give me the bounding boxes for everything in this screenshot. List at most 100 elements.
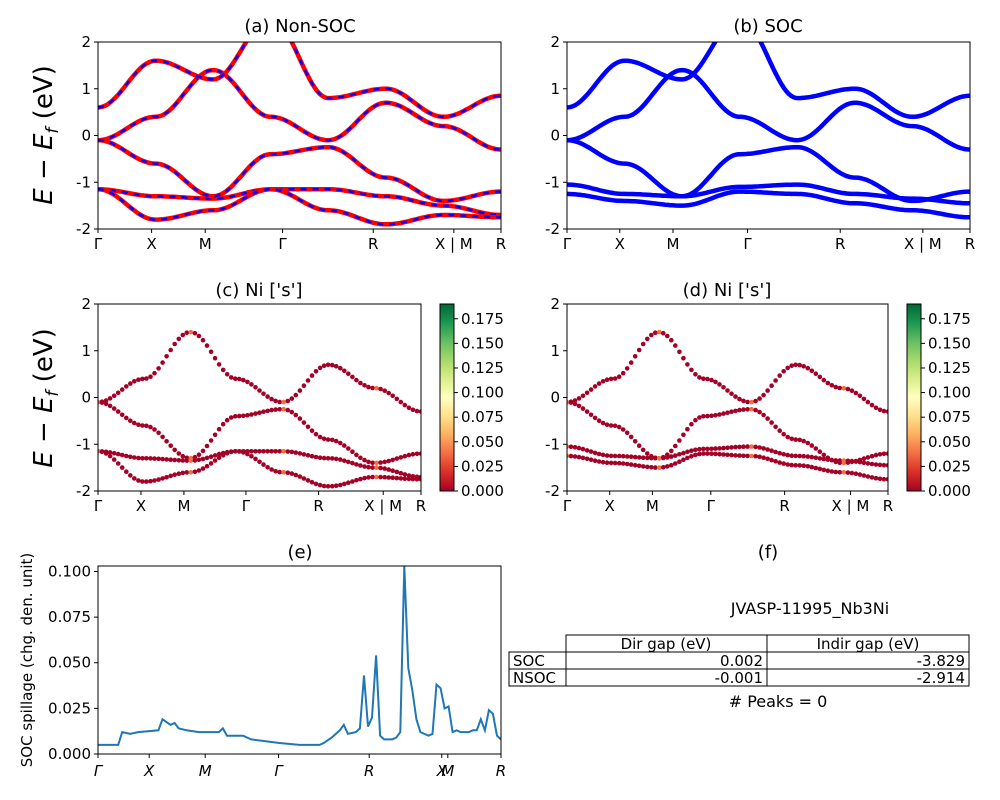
band-point [237,413,242,419]
y-tick-label: -1 [545,435,560,453]
band-point [220,421,226,427]
band-point [342,443,347,448]
band-point [773,424,778,430]
band-point [705,446,710,452]
band-point [269,396,274,402]
band-point [208,438,214,443]
band-point [753,444,758,450]
band-point [853,458,859,464]
band-point [233,414,238,419]
band-point [813,455,819,461]
band-point [180,470,186,476]
band-point [398,455,404,460]
band-point [588,412,594,418]
band-point [677,459,682,465]
band-point [378,460,383,465]
band-point [841,460,847,466]
band-point [136,422,141,428]
band-point [869,453,875,459]
band-point [342,368,347,374]
band-point [325,437,331,442]
band-point [661,454,666,460]
band-point [164,354,169,359]
band-point [733,394,738,399]
band-line-soc-overlay [98,188,501,226]
panel-c-projected-bands: -2 -1 0 1 2 Γ X M Γ R X | M R [76,295,426,515]
band-point [148,456,153,461]
x-tick-label: M [441,762,454,780]
y-tick-label: 0.000 [48,745,91,763]
band-point [103,401,109,407]
band-point [881,451,887,457]
band-point [168,443,173,449]
y-tick-label: 0.050 [48,654,91,672]
band-point [624,366,630,371]
band-point [265,449,270,454]
band-point [277,399,283,405]
band-point [196,468,202,473]
y-tick-label: 0 [81,389,91,407]
band-point [140,456,145,461]
panel-a-nonsoc-bands: -2 -1 0 1 2 Γ X M Γ R X | M R [76,33,506,253]
band-point [737,444,742,450]
band-point [817,374,823,380]
x-tick-label: Γ [94,497,103,515]
band-point [115,409,121,414]
band-point [588,387,594,392]
colorbar-tick-label: 0.150 [461,334,504,352]
band-point [753,407,758,413]
band-point [350,479,355,484]
band-point [745,444,750,449]
band-point [773,378,778,383]
band-point [769,383,774,389]
band-point [172,341,177,347]
band-point [346,371,351,377]
band-point [797,453,802,459]
band-point [289,471,295,476]
band-point [394,456,400,461]
band-point [245,379,250,385]
x-tick-label: Γ [278,235,287,253]
band-point [612,376,618,381]
band-point [233,376,238,382]
band-point [410,476,416,482]
band-point [673,343,678,348]
band-point [281,449,287,454]
band-point [885,451,888,456]
band-point [156,456,161,462]
band-point [761,392,766,398]
y-tick-label: 2 [81,33,91,51]
band-point [817,449,823,455]
band-point [729,445,734,450]
band-point [144,423,149,429]
band-point [398,470,404,476]
band-point [180,453,186,459]
band-point [176,471,182,477]
band-point [358,476,363,482]
band-point [192,458,198,463]
band-point [881,476,887,482]
band-point [761,412,766,418]
band-point [386,467,392,472]
band-point [693,447,698,453]
band-point [837,385,843,391]
band-point [414,408,420,414]
band-point [192,469,198,475]
band-point [661,330,666,336]
band-point [628,454,634,460]
band-point [793,453,798,459]
band-point [370,465,375,470]
band-point [257,410,262,416]
band-point [765,456,770,462]
band-point [628,462,634,467]
panel-d-title: (d) Ni ['s'] [683,280,772,301]
band-point [596,418,602,424]
band-point [402,453,408,459]
band-point [567,453,570,459]
band-point [608,376,614,382]
band-point [853,390,859,396]
band-point [757,445,762,450]
band-point [636,347,642,353]
x-tick-label: R [364,762,374,780]
y-tick-label: 0 [550,389,560,407]
